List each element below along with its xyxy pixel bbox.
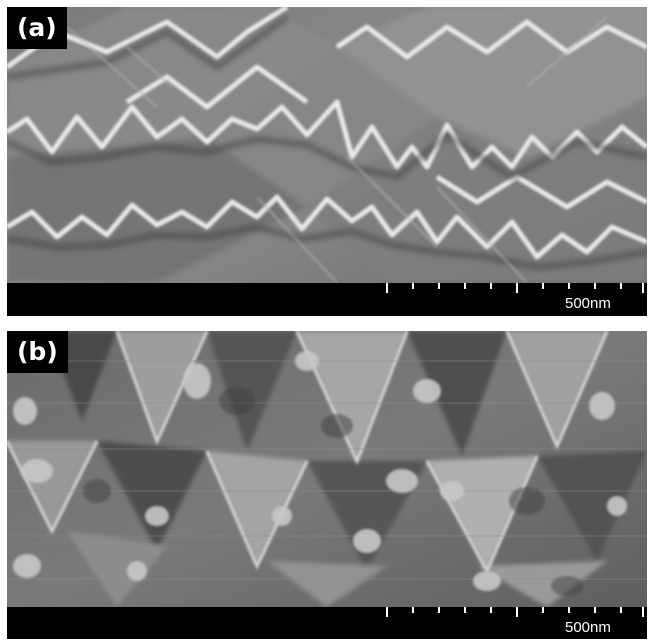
sem-image-a [7,7,647,283]
sem-image-b [7,331,647,607]
scale-bar-ticks-b [386,607,644,617]
panel-label-a: (a) [7,7,67,49]
sem-panel-b: 500nm (b) [7,331,647,639]
scale-bar-label-a: 500nm [565,295,611,312]
sem-panel-a: 500nm (a) [7,7,647,316]
panel-label-b: (b) [7,331,68,373]
scale-bar-strip-b: 500nm [7,607,647,639]
scale-bar-strip-a: 500nm [7,283,647,316]
scale-bar-label-b: 500nm [565,619,611,636]
scale-bar-ticks-a [386,283,644,293]
